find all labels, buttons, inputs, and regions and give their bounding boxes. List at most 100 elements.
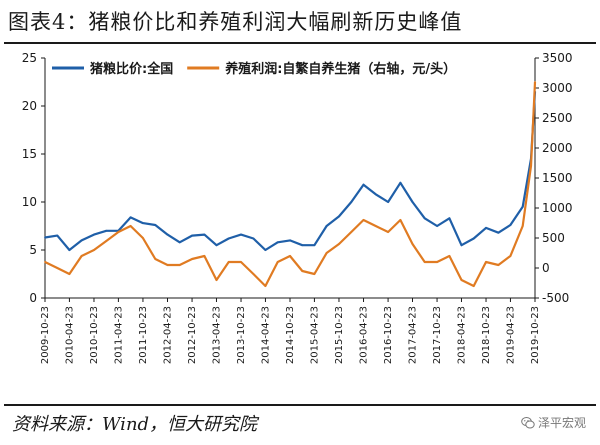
x-tick-label: 2012-10-23 — [187, 306, 198, 364]
axes-layer: 0 5 10 15 20 25 -500 0 500 1000 1500 2000 2500 3000 35… — [22, 51, 573, 364]
x-tick-label: 2018-04-23 — [456, 306, 467, 364]
legend-label-1: 猪粮比价:全国 — [89, 61, 173, 77]
series-1-point — [105, 229, 108, 232]
series-1-point — [129, 216, 132, 219]
series-1-point — [264, 249, 267, 251]
wechat-icon — [521, 417, 535, 429]
series-2-point — [313, 273, 316, 275]
watermark-label: 泽平宏观 — [537, 416, 586, 430]
x-tick-label: 2013-04-23 — [211, 306, 222, 364]
x-tick-label: 2018-10-23 — [481, 306, 492, 364]
y-right-tick-label: 2000 — [542, 141, 573, 155]
series-2-point — [80, 255, 83, 257]
series-2-point — [338, 243, 340, 245]
series-1-point — [411, 201, 414, 203]
y-left-tick-label: 20 — [22, 99, 37, 113]
x-tick-label: 2011-04-23 — [113, 306, 124, 364]
series-1-point — [44, 236, 46, 239]
series-1-point — [191, 234, 194, 237]
series-2-point — [448, 255, 451, 257]
series-2-point — [56, 267, 59, 269]
source-divider — [4, 404, 596, 406]
series-2-point — [276, 261, 279, 263]
title-row: 图表4：猪粮价比和养殖利润大幅刷新历史峰值 — [0, 0, 600, 44]
y-left-tick-label: 25 — [22, 51, 37, 65]
series-1-point — [301, 244, 304, 247]
series-2-point — [44, 261, 46, 263]
series-2-point — [117, 231, 120, 233]
series-2-point — [240, 261, 242, 263]
series-1-point — [362, 183, 365, 186]
x-tick-label: 2012-04-23 — [163, 306, 174, 364]
series-1-point — [252, 237, 255, 240]
y-right-tick-label: 3500 — [542, 51, 573, 65]
y-right-tick-label: 3000 — [542, 81, 573, 95]
series-2-point — [399, 219, 402, 221]
y-right-tick-label: 1000 — [542, 201, 573, 215]
x-tick-label: 2010-04-23 — [64, 306, 75, 364]
x-tick-label: 2011-10-23 — [138, 306, 149, 364]
series-1-point — [276, 241, 279, 244]
series-2-point — [485, 261, 487, 263]
x-tick-label: 2019-04-23 — [505, 306, 516, 364]
x-tick-label: 2017-04-23 — [408, 306, 419, 364]
series-1-point — [289, 239, 291, 242]
series-1-point — [436, 225, 438, 227]
series-2-point — [460, 279, 463, 281]
series-2-point — [350, 231, 353, 233]
series-1-point — [203, 233, 206, 236]
series-1-point — [338, 215, 340, 218]
y-left-tick-label: 5 — [29, 243, 37, 257]
y-right-tick-label: 1500 — [542, 171, 573, 185]
x-tick-label: 2009-10-23 — [40, 306, 51, 364]
y-right-tick-label: 500 — [542, 231, 565, 245]
series-2-point — [472, 285, 475, 287]
x-tick-label: 2015-04-23 — [309, 306, 320, 364]
series-2-point — [411, 243, 414, 245]
series-1-point — [509, 224, 512, 226]
chart-area: 0 5 10 15 20 25 -500 0 500 1000 1500 2000 2500 3000 35… — [22, 51, 573, 364]
series-1-point — [240, 233, 242, 236]
series-2-point — [530, 165, 532, 167]
series-2-point — [423, 261, 426, 263]
series-1-point — [521, 205, 524, 208]
series-2-point — [534, 81, 536, 83]
series-2-point — [227, 261, 230, 263]
series-2-point — [105, 240, 108, 242]
series-2-point — [142, 237, 144, 239]
series-2-point — [387, 231, 389, 233]
series-2-point — [203, 255, 206, 257]
y-left-tick-label: 0 — [29, 291, 37, 305]
series-1-point — [374, 193, 377, 196]
series-2-point — [154, 258, 157, 260]
series-2-point — [178, 264, 181, 266]
series-2-point — [362, 219, 365, 221]
series-1-point — [485, 227, 487, 229]
series-1-point — [215, 244, 218, 247]
series-2-point — [521, 225, 524, 227]
x-tick-label: 2013-10-23 — [236, 306, 247, 364]
y-left-tick-label: 15 — [22, 147, 37, 161]
series-1-point — [68, 249, 71, 251]
series-2-point — [93, 249, 95, 251]
x-tick-label: 2017-10-23 — [432, 306, 443, 364]
y-right-tick-label: 0 — [542, 261, 550, 275]
series-2-point — [191, 258, 194, 260]
series-1-point — [472, 237, 475, 240]
series-1-point — [387, 201, 389, 203]
x-tick-label: 2015-10-23 — [334, 306, 345, 364]
series-2-point — [68, 273, 71, 275]
series-1-point — [460, 244, 463, 247]
series-1-point — [154, 224, 157, 226]
series-1-point — [497, 231, 500, 234]
series-1-point — [423, 217, 426, 220]
series-1-point — [325, 225, 328, 227]
x-tick-label: 2010-10-23 — [89, 306, 100, 364]
series-1-point — [399, 181, 402, 184]
series-1-point — [227, 237, 230, 240]
series-1-point — [313, 244, 316, 247]
figure-title: 图表4：猪粮价比和养殖利润大幅刷新历史峰值 — [8, 10, 463, 34]
series-2-point — [215, 279, 218, 281]
y-right-tick-label: 2500 — [542, 111, 573, 125]
series-2-point — [166, 264, 169, 266]
